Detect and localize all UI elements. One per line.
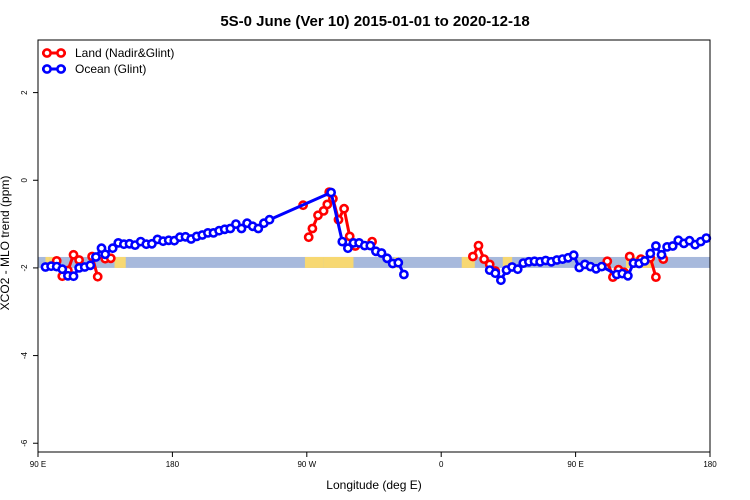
data-point: [100, 249, 111, 260]
x-tick-label: 90 E: [567, 460, 583, 469]
data-point: [639, 255, 650, 266]
data-point: [656, 249, 667, 260]
data-point: [91, 252, 101, 262]
land-band-segment: [323, 256, 354, 268]
data-point: [236, 223, 247, 234]
data-point: [107, 243, 118, 254]
data-point: [645, 248, 656, 259]
y-tick-label: 2: [20, 90, 29, 95]
data-point: [467, 251, 478, 262]
land-band-segment: [304, 256, 324, 268]
data-point: [398, 269, 409, 280]
data-point: [365, 240, 376, 251]
data-point: [376, 248, 387, 258]
y-tick-label: -2: [20, 264, 29, 272]
data-point: [68, 271, 79, 282]
series-ocean: [40, 187, 712, 286]
legend-entry-land: Land (Nadir&Glint): [42, 46, 174, 60]
data-point: [393, 257, 404, 268]
reference-band: [38, 256, 710, 268]
data-point: [382, 253, 392, 264]
y-tick-label: -4: [20, 351, 29, 359]
data-point: [85, 260, 96, 271]
land-band-segment: [502, 256, 513, 268]
legend-marker: [56, 64, 66, 74]
x-axis-label: Longitude (deg E): [326, 478, 421, 492]
y-axis-label: XCO2 - MLO trend (ppm): [0, 176, 12, 311]
legend-label: Ocean (Glint): [75, 62, 146, 76]
data-point: [337, 236, 348, 247]
y-tick-label: 0: [20, 177, 29, 182]
data-point: [651, 241, 661, 251]
land-band-segment: [461, 256, 475, 268]
data-point: [568, 250, 579, 261]
data-point: [473, 240, 484, 251]
data-point: [342, 243, 353, 254]
legend-entry-ocean: Ocean (Glint): [42, 62, 146, 76]
legend-marker: [42, 64, 52, 74]
x-tick-label: 0: [439, 460, 444, 469]
legend-marker: [56, 48, 66, 58]
data-point: [596, 261, 607, 272]
data-point: [326, 187, 336, 198]
plot-frame: [37, 39, 711, 453]
data-point: [339, 203, 349, 214]
x-tick-label: 90 W: [297, 460, 316, 469]
data-point: [667, 241, 678, 251]
data-point: [253, 223, 264, 234]
legend-marker: [42, 48, 52, 58]
legend-label: Land (Nadir&Glint): [75, 46, 174, 60]
data-point: [303, 232, 314, 243]
data-point: [57, 264, 68, 275]
data-point: [495, 275, 506, 286]
x-tick-label: 180: [703, 460, 717, 469]
plot-area: [38, 187, 712, 286]
data-point: [92, 271, 103, 282]
y-tick-label: -6: [20, 439, 29, 447]
land-band-segment: [45, 256, 50, 268]
land-band-segment: [114, 256, 126, 268]
data-point: [512, 264, 523, 275]
data-point: [490, 268, 501, 279]
data-point: [307, 223, 318, 234]
data-point: [74, 255, 84, 265]
legend: Land (Nadir&Glint) Ocean (Glint): [42, 46, 174, 76]
data-point: [68, 249, 79, 260]
chart-title: 5S-0 June (Ver 10) 2015-01-01 to 2020-12…: [220, 13, 529, 30]
x-tick-label: 180: [166, 460, 180, 469]
data-point: [602, 256, 613, 267]
data-point: [701, 233, 712, 243]
axes: 90 E 180 90 W 0 90 E 180 2 0 -2 -4 -6: [20, 39, 717, 469]
data-point: [264, 214, 275, 225]
x-tick-label: 90 E: [30, 460, 46, 469]
data-point: [479, 254, 489, 264]
data-point: [322, 199, 333, 210]
data-point: [651, 272, 661, 282]
data-point: [623, 270, 633, 281]
